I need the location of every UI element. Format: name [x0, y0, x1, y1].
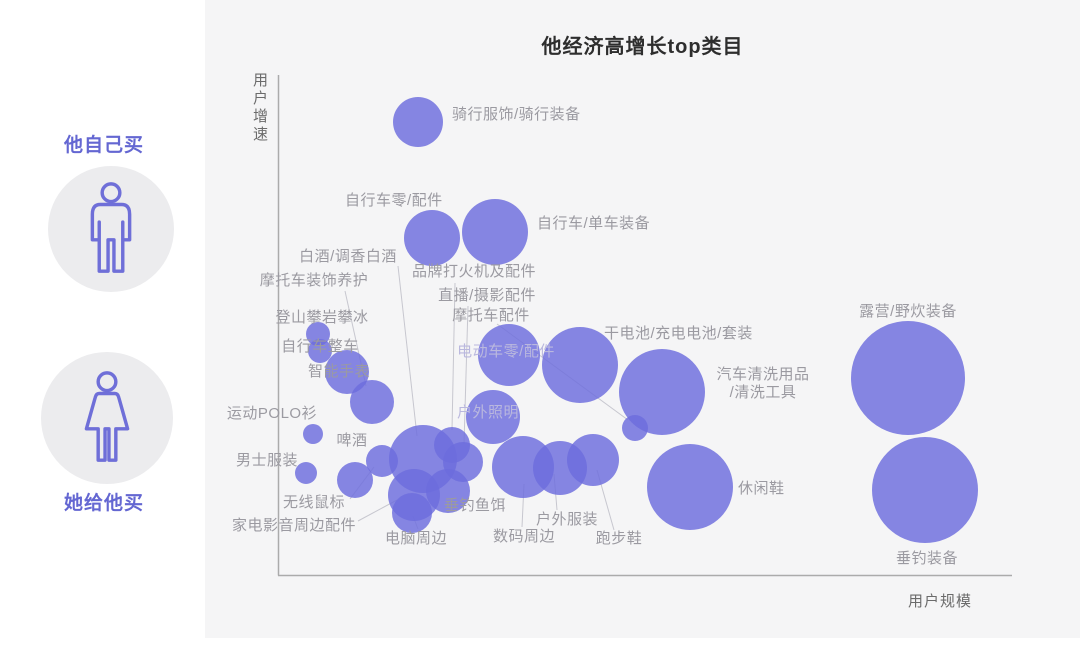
- bubble-户外照明[interactable]: [466, 390, 520, 444]
- bubble-休闲鞋[interactable]: [647, 444, 733, 530]
- bubble-啤酒[interactable]: [337, 462, 373, 498]
- sidebar-label-she-buys-for-him: 她给他买: [63, 493, 144, 514]
- x-axis-label: 用户规模: [908, 593, 973, 610]
- bubble-干电池/充电电池/套装[interactable]: [542, 327, 618, 403]
- chart-title: 他经济高增长top类目: [541, 36, 744, 58]
- bubble-垂钓装备[interactable]: [872, 437, 978, 543]
- bubble-摩托车装饰养护[interactable]: [350, 380, 394, 424]
- male-person-icon: [90, 182, 132, 273]
- male-icon-circle: [48, 166, 174, 292]
- bubble-自行车零/配件[interactable]: [404, 210, 460, 266]
- bubble-电动车零/配件[interactable]: [478, 324, 540, 386]
- female-icon-circle: [41, 352, 173, 484]
- sidebar-label-he-buys-himself: 他自己买: [63, 135, 144, 156]
- bubble-自行车整车[interactable]: [308, 339, 332, 363]
- bubble-垂钓鱼饵[interactable]: [426, 469, 470, 513]
- bubble-自行车/单车装备[interactable]: [462, 199, 528, 265]
- female-person-icon: [84, 371, 130, 462]
- bubble-骑行服饰/骑行装备[interactable]: [393, 97, 443, 147]
- bubble-电脑周边[interactable]: [392, 493, 432, 533]
- bubble-男士服装[interactable]: [295, 462, 317, 484]
- bubble-智能手表[interactable]: [325, 350, 369, 394]
- bubble-露营/野炊装备[interactable]: [851, 321, 965, 435]
- bubble-跑步鞋[interactable]: [567, 434, 619, 486]
- chart-panel: [205, 0, 1080, 638]
- y-axis-label: 用户增速: [251, 72, 268, 144]
- sidebar: 他自己买 她给他买: [0, 0, 205, 653]
- bubble-运动POLO衫[interactable]: [303, 424, 323, 444]
- bubble-汽车清洗用品/清洗工具[interactable]: [619, 349, 705, 435]
